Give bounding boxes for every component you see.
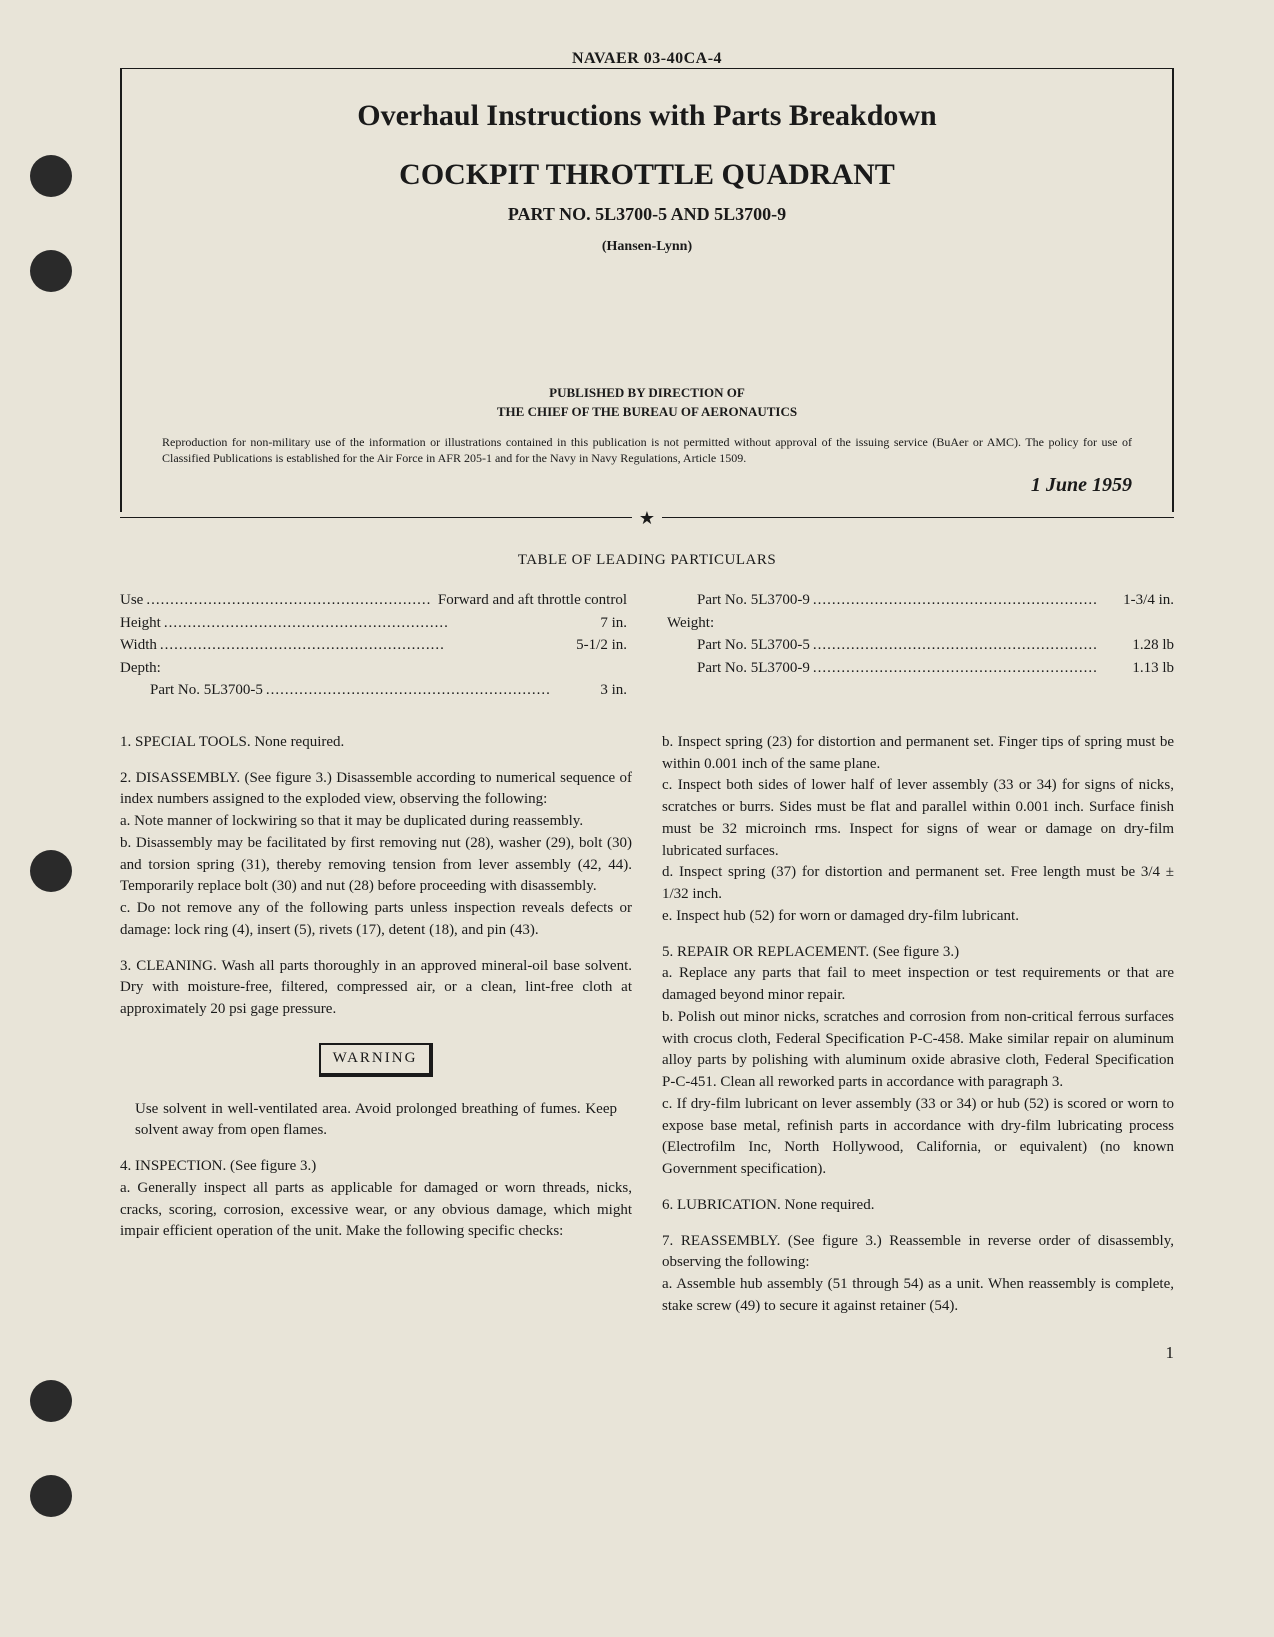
warning-container: WARNING (120, 1035, 632, 1089)
particulars-row: Part No. 5L3700-9 ......................… (667, 589, 1174, 612)
particulars-value: 1-3/4 in. (1123, 589, 1174, 612)
part-number: PART NO. 5L3700-5 AND 5L3700-9 (162, 204, 1132, 225)
particulars-row: Depth: (120, 657, 627, 680)
published-by-line1: PUBLISHED BY DIRECTION OF (162, 385, 1132, 401)
particulars-label: Part No. 5L3700-5 (150, 679, 263, 702)
warning-text: Use solvent in well-ventilated area. Avo… (120, 1099, 632, 1143)
body-paragraph: 2. DISASSEMBLY. (See figure 3.) Disassem… (120, 768, 632, 942)
dot-leader: ........................................… (157, 634, 576, 657)
body-paragraph: 1. SPECIAL TOOLS. None required. (120, 732, 632, 754)
dot-leader: ........................................… (263, 679, 600, 702)
particulars-value: Forward and aft throttle control (438, 589, 627, 612)
particulars-value: 3 in. (600, 679, 627, 702)
body-right-column: b. Inspect spring (23) for distortion an… (662, 732, 1174, 1318)
punch-hole-icon (30, 850, 72, 892)
particulars-row: Width ..................................… (120, 634, 627, 657)
body-paragraph: 5. REPAIR OR REPLACEMENT. (See figure 3.… (662, 942, 1174, 1181)
particulars-label: Use (120, 589, 143, 612)
dot-leader: ........................................… (810, 589, 1123, 612)
particulars-row: Part No. 5L3700-9 ......................… (667, 657, 1174, 680)
particulars-left-column: Use ....................................… (120, 589, 627, 702)
particulars-label: Part No. 5L3700-9 (697, 657, 810, 680)
punch-hole-icon (30, 1380, 72, 1422)
particulars-row: Height .................................… (120, 612, 627, 635)
particulars-value: 5-1/2 in. (576, 634, 627, 657)
particulars-right-column: Part No. 5L3700-9 ......................… (667, 589, 1174, 702)
body-content: 1. SPECIAL TOOLS. None required. 2. DISA… (120, 732, 1174, 1318)
dot-leader: ........................................… (810, 657, 1132, 680)
particulars-table-title: TABLE OF LEADING PARTICULARS (120, 552, 1174, 569)
punch-hole-icon (30, 155, 72, 197)
particulars-value: 1.13 lb (1132, 657, 1174, 680)
publication-date: 1 June 1959 (162, 474, 1132, 497)
reproduction-notice: Reproduction for non-military use of the… (162, 434, 1132, 466)
particulars-table: Use ....................................… (120, 589, 1174, 702)
published-by-line2: THE CHIEF OF THE BUREAU OF AERONAUTICS (162, 404, 1132, 420)
particulars-label: Height (120, 612, 161, 635)
body-paragraph: 6. LUBRICATION. None required. (662, 1195, 1174, 1217)
particulars-value: 7 in. (600, 612, 627, 635)
frame-bottom-rule: ★ (120, 507, 1174, 527)
particulars-row: Weight: (667, 612, 1174, 635)
document-title: Overhaul Instructions with Parts Breakdo… (162, 99, 1132, 133)
particulars-row: Part No. 5L3700-5 ......................… (120, 679, 627, 702)
punch-hole-icon (30, 1475, 72, 1517)
page-number: 1 (120, 1343, 1174, 1363)
particulars-row: Use ....................................… (120, 589, 627, 612)
particulars-value: 1.28 lb (1132, 634, 1174, 657)
particulars-label: Depth: (120, 657, 161, 680)
dot-leader: ........................................… (810, 634, 1132, 657)
particulars-label: Width (120, 634, 157, 657)
dot-leader: ........................................… (143, 589, 438, 612)
body-paragraph: 4. INSPECTION. (See figure 3.) a. Genera… (120, 1156, 632, 1243)
body-paragraph: b. Inspect spring (23) for distortion an… (662, 732, 1174, 928)
title-frame: Overhaul Instructions with Parts Breakdo… (120, 69, 1174, 512)
body-paragraph: 3. CLEANING. Wash all parts thoroughly i… (120, 956, 632, 1021)
particulars-row: Part No. 5L3700-5 ......................… (667, 634, 1174, 657)
body-left-column: 1. SPECIAL TOOLS. None required. 2. DISA… (120, 732, 632, 1318)
manufacturer-name: (Hansen-Lynn) (162, 239, 1132, 255)
document-subtitle: COCKPIT THROTTLE QUADRANT (162, 158, 1132, 192)
star-icon: ★ (639, 508, 655, 529)
dot-leader: ........................................… (161, 612, 601, 635)
particulars-label: Part No. 5L3700-5 (697, 634, 810, 657)
body-paragraph: 7. REASSEMBLY. (See figure 3.) Reassembl… (662, 1231, 1174, 1318)
particulars-label: Part No. 5L3700-9 (697, 589, 810, 612)
document-header: NAVAER 03-40CA-4 (120, 50, 1174, 68)
publication-number: NAVAER 03-40CA-4 (557, 50, 737, 68)
punch-hole-icon (30, 250, 72, 292)
warning-label: WARNING (319, 1043, 434, 1077)
particulars-label: Weight: (667, 612, 714, 635)
